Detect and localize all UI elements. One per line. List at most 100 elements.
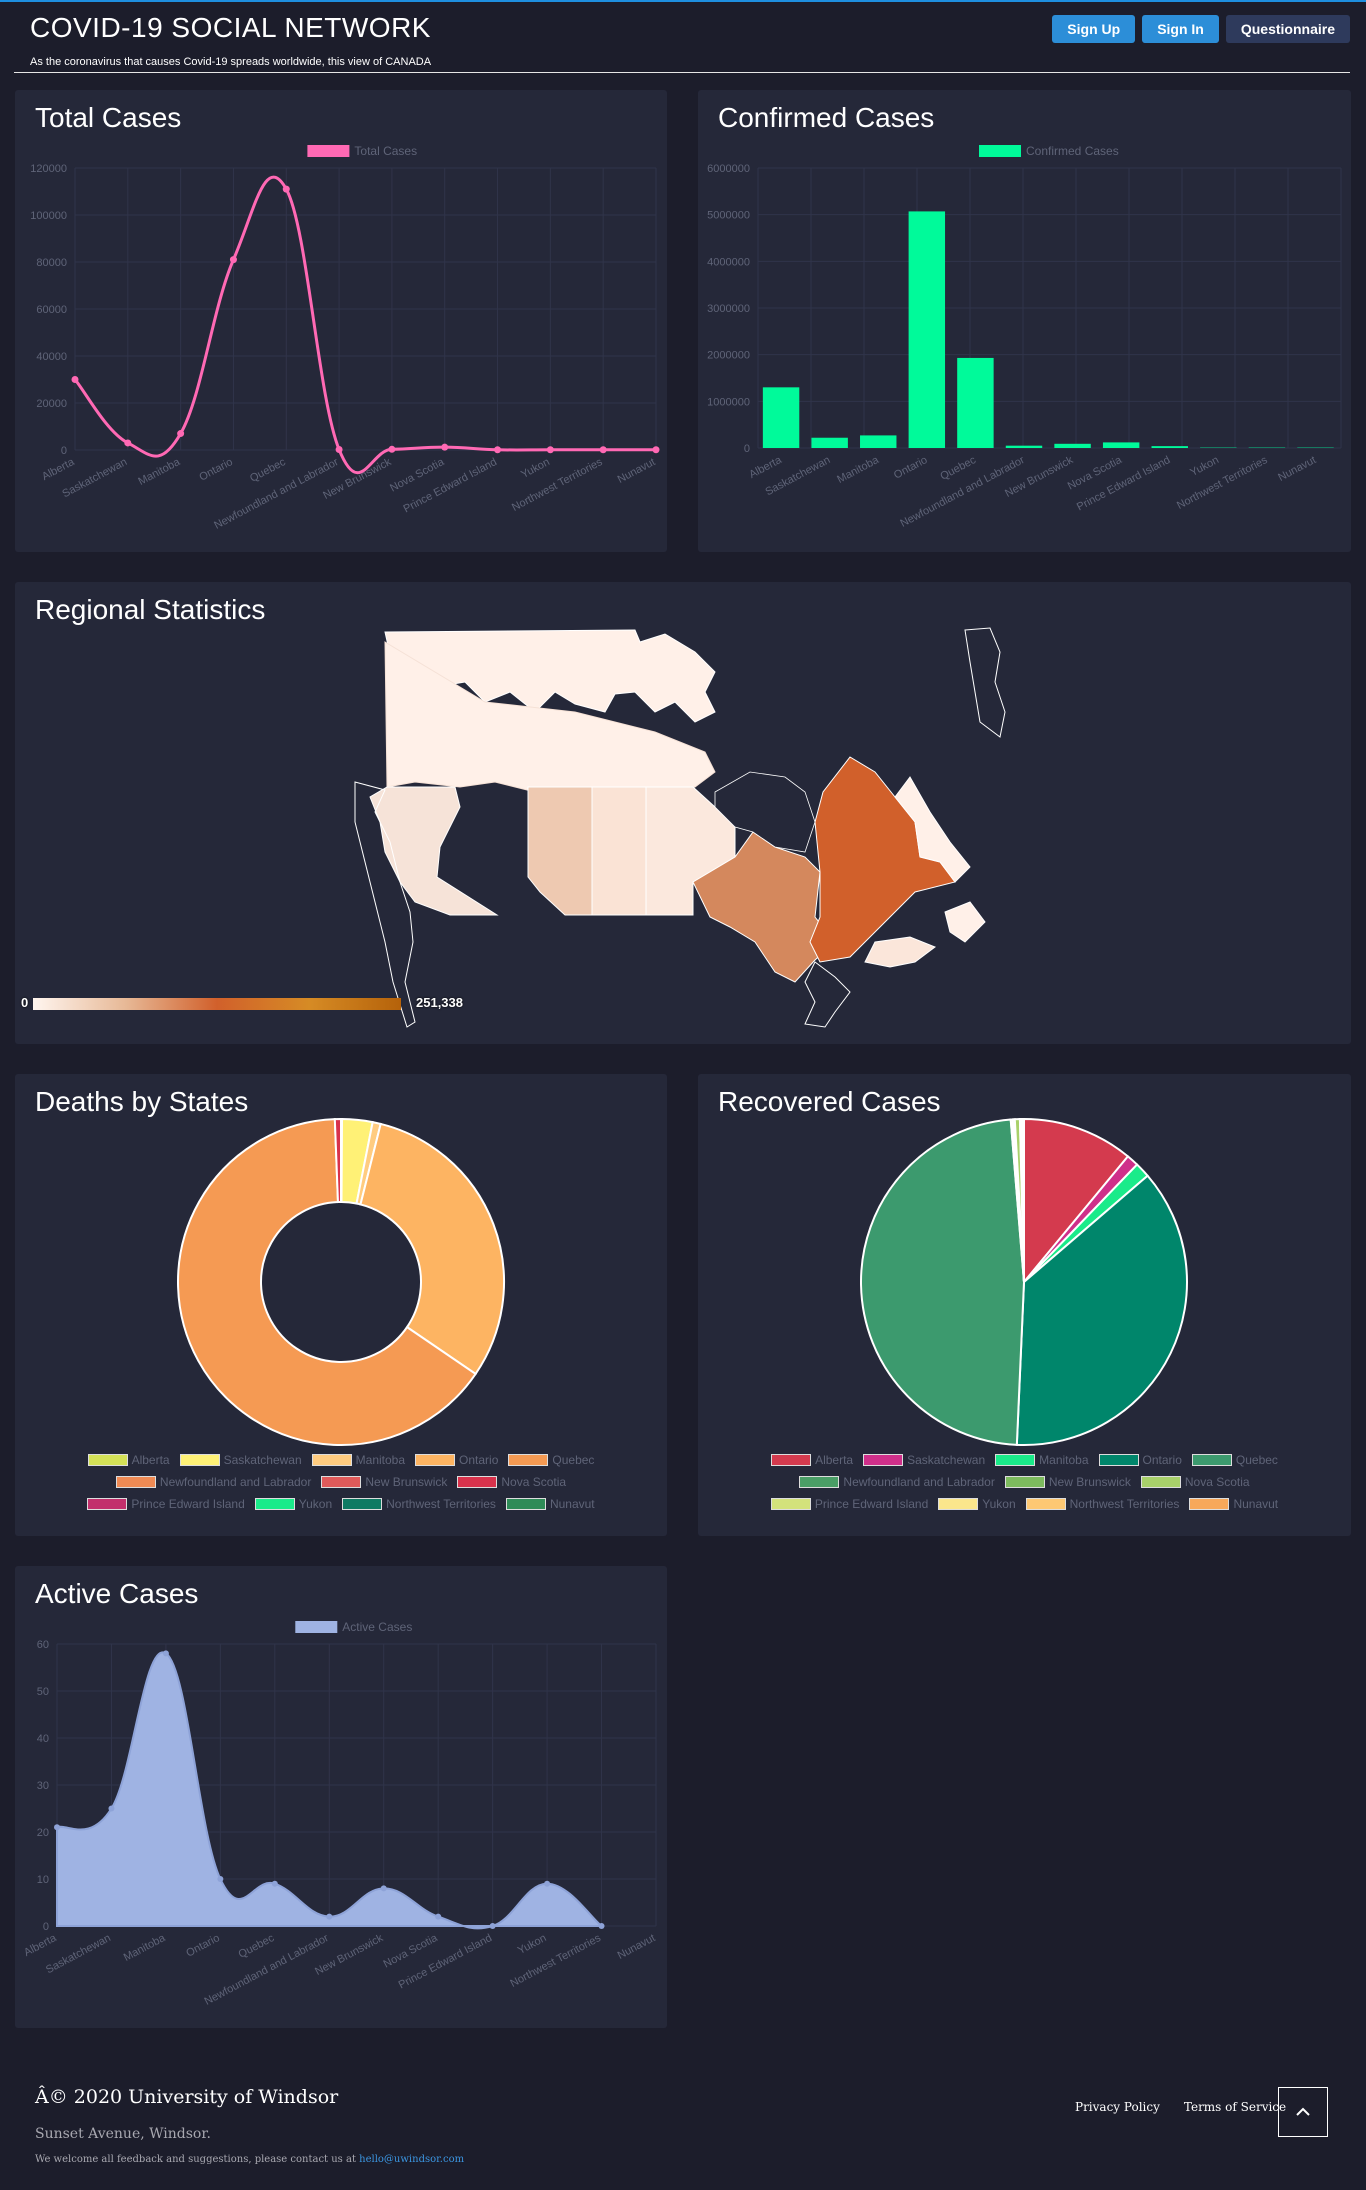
- x-tick-label: Ontario: [197, 456, 234, 484]
- legend-item[interactable]: Northwest Territories: [342, 1497, 496, 1511]
- x-tick-label: Manitoba: [136, 456, 182, 488]
- y-tick-label: 40000: [36, 351, 67, 363]
- legend-swatch: [87, 1454, 128, 1466]
- x-tick-label: Yukon: [1188, 454, 1221, 479]
- y-tick-label: 20: [37, 1827, 49, 1839]
- legend-item[interactable]: Ontario: [1098, 1453, 1182, 1467]
- legend-item[interactable]: Newfoundland and Labrador: [115, 1475, 311, 1489]
- legend-swatch: [1098, 1454, 1139, 1466]
- y-tick-label: 0: [43, 1921, 49, 1933]
- legend-item[interactable]: Prince Edward Island: [87, 1497, 245, 1511]
- legend-label: Alberta: [815, 1453, 854, 1467]
- map-arctic-islands: [384, 629, 716, 723]
- legend-item[interactable]: Alberta: [87, 1453, 170, 1467]
- data-point: [380, 1885, 387, 1892]
- x-tick-label: Ontario: [184, 1932, 221, 1960]
- x-tick-label: Manitoba: [122, 1932, 168, 1964]
- x-tick-label: Quebec: [237, 1932, 277, 1961]
- x-tick-label: Nunavut: [616, 456, 658, 486]
- map-alberta: [527, 786, 593, 916]
- legend-item[interactable]: New Brunswick: [1004, 1475, 1131, 1489]
- y-tick-label: 60: [37, 1639, 49, 1651]
- data-point: [494, 446, 502, 454]
- legend-item[interactable]: Manitoba: [995, 1453, 1089, 1467]
- data-point: [388, 445, 396, 453]
- legend-item[interactable]: Saskatchewan: [863, 1453, 985, 1467]
- legend-row: Newfoundland and Labrador New Brunswick No…: [698, 1475, 1351, 1489]
- confirmed-cases-chart[interactable]: 0 1000000 2000000 3000000 4000000 5000000 6000…: [698, 90, 1351, 552]
- legend-swatch: [1025, 1498, 1066, 1510]
- data-point: [599, 446, 607, 454]
- map-saskatchewan: [591, 786, 647, 916]
- y-tick-label: 100000: [30, 210, 67, 222]
- legend-item[interactable]: Yukon: [254, 1497, 332, 1511]
- legend-item[interactable]: Nunavut: [1189, 1497, 1278, 1511]
- total-cases-card: Total Cases 0 20000 40000 60000 80000 100000 1…: [15, 90, 667, 552]
- terms-of-service-link[interactable]: Terms of Service: [1183, 2100, 1287, 2114]
- legend-item[interactable]: Ontario: [415, 1453, 498, 1467]
- legend-label: Nova Scotia: [1184, 1475, 1250, 1489]
- sign-up-button[interactable]: Sign Up: [1052, 15, 1136, 43]
- sign-in-button[interactable]: Sign In: [1142, 15, 1219, 43]
- legend-item[interactable]: Newfoundland and Labrador: [799, 1475, 995, 1489]
- x-tick-label: Nunavut: [616, 1932, 658, 1962]
- site-title[interactable]: COVID-19 SOCIAL NETWORK: [30, 12, 431, 43]
- legend-row: Prince Edward Island Yukon Northwest Terri…: [698, 1497, 1351, 1511]
- legend-label: Manitoba: [1039, 1453, 1089, 1467]
- active-cases-card: Active Cases 0 10 20 30 40 50 60 Active Cases Al…: [15, 1566, 667, 2028]
- y-tick-label: 1000000: [707, 396, 750, 408]
- privacy-policy-link[interactable]: Privacy Policy: [1075, 2100, 1160, 2114]
- bar: [1005, 445, 1043, 448]
- recovered-card: Recovered Cases Alberta Saskatchewan Manit…: [698, 1074, 1351, 1536]
- recovered-pie-chart[interactable]: [698, 1074, 1351, 1536]
- map-color-scale: 0 251,338: [21, 995, 463, 1011]
- legend-item[interactable]: Nova Scotia: [1140, 1475, 1250, 1489]
- active-cases-title: Active Cases: [35, 1578, 199, 1609]
- x-tick-label: Prince Edward Island: [397, 1932, 494, 1991]
- legend-swatch: [307, 145, 350, 157]
- data-point: [598, 1923, 605, 1929]
- legend-item[interactable]: Quebec: [1191, 1453, 1278, 1467]
- footer-feedback-note: We welcome all feedback and suggestions,…: [35, 2154, 465, 2165]
- legend-label: Quebec: [1235, 1453, 1278, 1467]
- data-point: [652, 446, 660, 454]
- data-point: [54, 1824, 60, 1831]
- x-tick-label: Yukon: [519, 456, 552, 481]
- canada-map[interactable]: [15, 582, 1351, 1044]
- legend-item[interactable]: Northwest Territories: [1025, 1497, 1179, 1511]
- total-cases-line: [73, 175, 656, 475]
- questionnaire-button[interactable]: Questionnaire: [1225, 15, 1350, 43]
- site-subtitle: As the coronavirus that causes Covid-19 …: [30, 56, 432, 68]
- legend-item[interactable]: Yukon: [938, 1497, 1016, 1511]
- legend-label: New Brunswick: [365, 1475, 448, 1489]
- back-to-top-button[interactable]: [1278, 2087, 1328, 2137]
- deaths-donut-chart[interactable]: [15, 1074, 667, 1536]
- legend-item[interactable]: New Brunswick: [321, 1475, 447, 1489]
- legend-item[interactable]: Prince Edward Island: [770, 1497, 928, 1511]
- map-scale-gradient: [33, 998, 401, 1010]
- legend-label: Nunavut: [1233, 1497, 1279, 1511]
- site-footer: Â© 2020 University of Windsor Sunset Ave…: [0, 2070, 1366, 2190]
- legend-item[interactable]: Manitoba: [311, 1453, 405, 1467]
- total-cases-chart[interactable]: 0 20000 40000 60000 80000 100000 120000 Total C…: [15, 90, 667, 552]
- legend-swatch: [995, 1454, 1036, 1466]
- y-tick-label: 0: [61, 445, 67, 457]
- legend-swatch: [415, 1454, 456, 1466]
- legend-item[interactable]: Nunavut: [505, 1497, 595, 1511]
- data-point: [441, 443, 449, 451]
- y-tick-label: 10: [37, 1874, 49, 1886]
- legend-label: Quebec: [552, 1453, 595, 1467]
- contact-email-link[interactable]: hello@uwindsor.com: [359, 2154, 465, 2165]
- data-point: [546, 446, 554, 454]
- map-pacific-coast: [354, 781, 416, 1028]
- legend-item[interactable]: Nova Scotia: [457, 1475, 566, 1489]
- legend-item[interactable]: Alberta: [771, 1453, 853, 1467]
- legend-label: Newfoundland and Labrador: [843, 1475, 995, 1489]
- footer-address: Sunset Avenue, Windsor.: [35, 2126, 211, 2142]
- legend-item[interactable]: Quebec: [508, 1453, 594, 1467]
- x-tick-label: Northwest Territories: [508, 1932, 603, 1990]
- legend-item[interactable]: Saskatchewan: [179, 1453, 302, 1467]
- data-point: [335, 446, 343, 454]
- x-tick-label: Alberta: [747, 454, 784, 481]
